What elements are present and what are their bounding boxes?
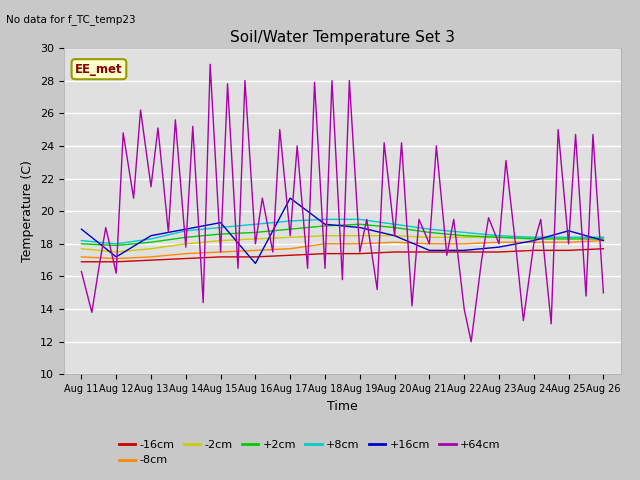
Title: Soil/Water Temperature Set 3: Soil/Water Temperature Set 3 xyxy=(230,30,455,46)
Legend: -16cm, -8cm, -2cm, +2cm, +8cm, +16cm, +64cm: -16cm, -8cm, -2cm, +2cm, +8cm, +16cm, +6… xyxy=(114,435,505,470)
Text: EE_met: EE_met xyxy=(75,63,123,76)
Y-axis label: Temperature (C): Temperature (C) xyxy=(22,160,35,262)
X-axis label: Time: Time xyxy=(327,400,358,413)
Text: No data for f_TC_temp23: No data for f_TC_temp23 xyxy=(6,14,136,25)
